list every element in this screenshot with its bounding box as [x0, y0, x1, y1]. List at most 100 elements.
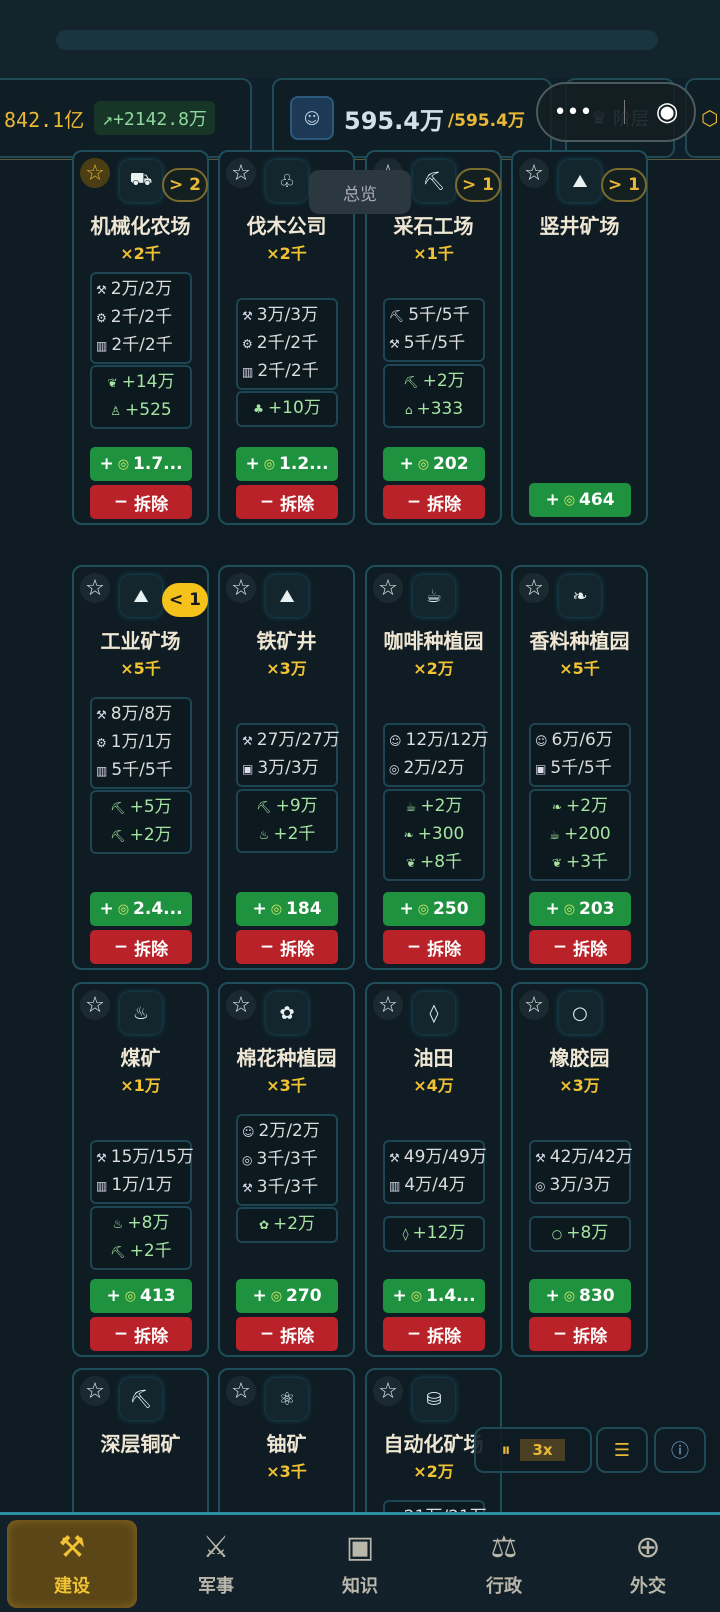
level-badge[interactable]: > 1	[601, 168, 647, 202]
output-row: ☕ +2万	[389, 793, 479, 821]
build-cost: 1.2...	[279, 454, 329, 474]
trees-icon: ♣	[253, 402, 264, 416]
demolish-button[interactable]: − 拆除	[90, 485, 192, 519]
demolish-button[interactable]: − 拆除	[383, 1317, 485, 1351]
star-icon[interactable]: ☆	[373, 990, 403, 1020]
building-name: 橡胶园	[549, 1046, 610, 1070]
menu-button[interactable]: ☰	[596, 1427, 648, 1473]
pause-icon[interactable]: ⏸	[501, 1439, 511, 1461]
build-button[interactable]: + ◎ 1.4...	[383, 1279, 485, 1313]
star-icon[interactable]: ☆	[80, 1376, 110, 1406]
star-icon[interactable]: ☆	[226, 990, 256, 1020]
star-icon[interactable]: ☆	[80, 158, 110, 188]
demolish-button[interactable]: − 拆除	[383, 485, 485, 519]
briefcase-icon: ▥	[242, 365, 254, 379]
output-value: +2千	[129, 1241, 172, 1261]
level-badge[interactable]: > 1	[455, 168, 501, 202]
nav-item[interactable]: ▣ 知识	[295, 1520, 425, 1608]
star-icon[interactable]: ☆	[226, 1376, 256, 1406]
demolish-button[interactable]: − 拆除	[529, 1317, 631, 1351]
build-cost: 464	[579, 490, 615, 510]
star-icon[interactable]: ☆	[519, 158, 549, 188]
output-value: +300	[417, 824, 465, 844]
gold-panel[interactable]: 842.1亿 ↗+2142.8万	[0, 78, 252, 158]
build-button[interactable]: + ◎ 270	[236, 1279, 338, 1313]
build-button[interactable]: + ◎ 250	[383, 892, 485, 926]
gavel-icon: ⚖	[490, 1529, 518, 1565]
output-value: +12万	[412, 1223, 466, 1243]
building-card: ☆ ✿ 棉花种植园 ×3千 ☺ 2万/2万 ◎ 3千/3千 ⚒ 3千/3千 ✿ +2万 + ◎ 270−…	[218, 982, 355, 1357]
demolish-button[interactable]: − 拆除	[383, 930, 485, 964]
miniprogram-capsule: ••• ◉	[536, 82, 696, 142]
build-cost: 1.4...	[426, 1286, 476, 1306]
build-button[interactable]: + ◎ 464	[529, 483, 631, 517]
input-value: 5千/5千	[550, 758, 612, 778]
nav-item[interactable]: ⚖ 行政	[439, 1520, 569, 1608]
building-name: 铀矿	[266, 1432, 307, 1456]
demolish-button[interactable]: − 拆除	[236, 930, 338, 964]
coins-icon: ◎	[410, 1288, 423, 1304]
nav-item[interactable]: ⚒ 建设	[7, 1519, 137, 1608]
coins-icon: ◎	[563, 901, 576, 917]
build-button[interactable]: + ◎ 203	[529, 892, 631, 926]
input-value: 2千/2千	[111, 335, 173, 355]
star-icon[interactable]: ☆	[80, 573, 110, 603]
input-row: ☺ 12万/12万	[389, 727, 489, 755]
level-badge[interactable]: > 2	[162, 168, 208, 202]
mountain-icon: ⛰	[266, 575, 308, 617]
demolish-button[interactable]: − 拆除	[529, 930, 631, 964]
nav-label: 建设	[54, 1575, 90, 1597]
demolish-button[interactable]: − 拆除	[236, 485, 338, 519]
output-row: ☕ +200	[535, 821, 625, 849]
speed-control[interactable]: ⏸ 3x	[474, 1427, 592, 1473]
building-count: ×2千	[120, 244, 161, 263]
input-row: ⚒ 8万/8万	[96, 701, 186, 729]
build-button[interactable]: + ◎ 184	[236, 892, 338, 926]
star-icon[interactable]: ☆	[519, 573, 549, 603]
coins-icon: ◎	[535, 1179, 546, 1193]
star-icon[interactable]: ☆	[226, 158, 256, 188]
outputs-box: ♣ +10万	[236, 391, 338, 427]
outputs-box: ♨ +8万 ⛏ +2千	[90, 1206, 192, 1270]
input-value: 6万/6万	[551, 730, 613, 750]
population-panel[interactable]: ☺ 595.4万 /595.4万	[272, 78, 552, 158]
build-button[interactable]: + ◎ 1.2...	[236, 447, 338, 481]
star-icon[interactable]: ☆	[519, 990, 549, 1020]
pickaxe-icon: ⛏	[256, 800, 272, 814]
building-card: ☆ ♨ 煤矿 ×1万 ⚒ 15万/15万 ▥ 1万/1万 ♨ +8万 ⛏ +2千 + ◎ 413− 拆除	[72, 982, 209, 1357]
nav-item[interactable]: ⊕ 外交	[583, 1520, 713, 1608]
input-row: ⚒ 5千/5千	[389, 330, 479, 358]
output-row: ⛏ +2万	[96, 822, 186, 850]
machine-icon: ▣	[242, 762, 254, 776]
machine-icon: ▣	[535, 762, 547, 776]
build-button[interactable]: + ◎ 413	[90, 1279, 192, 1313]
demolish-label: 拆除	[427, 939, 462, 960]
coins-icon: ◎	[417, 901, 430, 917]
bottom-nav: ⚒ 建设 ⚔ 军事 ▣ 知识 ⚖ 行政 ⊕ 外交	[0, 1512, 720, 1612]
build-button[interactable]: + ◎ 2.4...	[90, 892, 192, 926]
output-value: +5万	[129, 797, 172, 817]
demolish-button[interactable]: − 拆除	[90, 930, 192, 964]
demolish-button[interactable]: − 拆除	[90, 1317, 192, 1351]
level-badge[interactable]: < 1	[162, 583, 208, 617]
output-value: +2万	[420, 796, 463, 816]
nav-item[interactable]: ⚔ 军事	[151, 1520, 281, 1608]
build-button[interactable]: + ◎ 202	[383, 447, 485, 481]
close-target-icon[interactable]: ◉	[655, 97, 679, 127]
build-button[interactable]: + ◎ 1.7...	[90, 447, 192, 481]
shirt-icon: ♙	[110, 404, 122, 418]
more-menu-icon[interactable]: •••	[553, 99, 593, 125]
help-button[interactable]: ⓘ	[654, 1427, 706, 1473]
demolish-button[interactable]: − 拆除	[236, 1317, 338, 1351]
input-value: 49万/49万	[403, 1147, 487, 1167]
star-icon[interactable]: ☆	[373, 1376, 403, 1406]
outputs-box: ⛏ +2万 ⌂ +333	[383, 364, 485, 428]
star-icon[interactable]: ☆	[373, 573, 403, 603]
trend-up-icon: ↗	[102, 109, 114, 130]
overview-button[interactable]: 总览	[309, 170, 411, 214]
speed-value[interactable]: 3x	[520, 1439, 565, 1461]
star-icon[interactable]: ☆	[226, 573, 256, 603]
input-value: 2万/2万	[110, 279, 173, 299]
star-icon[interactable]: ☆	[80, 990, 110, 1020]
build-button[interactable]: + ◎ 830	[529, 1279, 631, 1313]
